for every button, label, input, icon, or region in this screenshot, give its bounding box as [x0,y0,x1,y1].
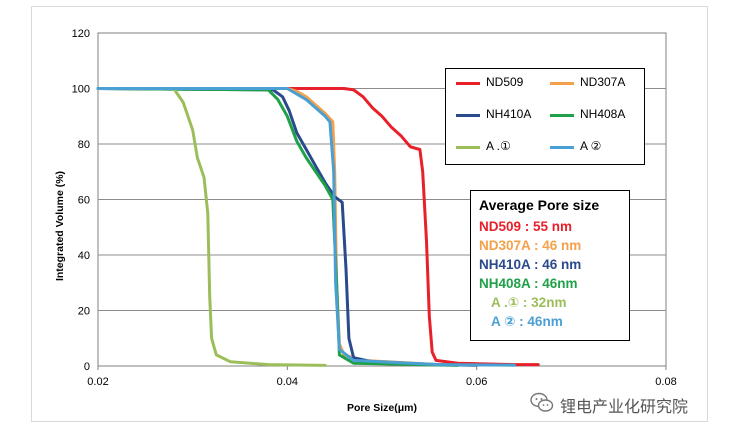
x-tick-label: 0.08 [655,376,676,388]
legend-label: NH408A [580,107,626,121]
y-tick-label: 40 [78,250,90,262]
legend-swatch [456,82,480,85]
watermark-text: 锂电产业化研究院 [560,399,689,416]
legend-swatch [550,82,574,85]
chart-frame [31,6,708,422]
series-lines [96,87,540,367]
pore-row-a2: A ② : 46nm [491,314,563,329]
y-tick-label: 80 [78,139,90,151]
y-axis-ticks: 0 20 40 60 80 100 120 [72,28,90,373]
legend-swatch [456,146,480,149]
legend-swatch [456,114,480,117]
x-axis-ticks: 0.02 0.04 0.06 0.08 [87,366,677,388]
legend-swatch [550,146,574,149]
series-line-a [96,87,516,367]
pore-box-title: Average Pore size [479,197,600,213]
legend-label: NH410A [486,107,532,121]
wechat-icon [530,392,554,412]
series-line-a [96,87,327,367]
pore-row-nh408a: NH408A : 46nm [479,276,578,291]
y-tick-label: 20 [78,306,90,318]
average-pore-size-box: Average Pore size ND509 : 55 nm ND307A :… [470,190,630,341]
pore-row-nd307a: ND307A : 46 nm [479,238,582,253]
legend-swatch [550,114,574,117]
pore-row-nh410a: NH410A : 46 nm [479,257,582,272]
y-tick-label: 120 [72,28,90,40]
series-line-nh408a [96,87,460,367]
pore-row-nd509: ND509 : 55 nm [479,219,573,234]
y-axis-label: Integrated Volume (%) [54,171,66,281]
x-tick-label: 0.04 [277,376,298,388]
legend-label: A .① [486,139,511,153]
pore-row-a1: A .① : 32nm [491,295,567,310]
series-line-nd509 [96,87,540,367]
legend-label: ND509 [486,75,524,89]
legend-label: ND307A [580,75,626,89]
legend-label: A ② [580,139,602,153]
y-tick-label: 60 [78,195,90,207]
x-axis-label: Pore Size(μm) [347,402,417,414]
x-tick-label: 0.02 [87,376,108,388]
legend: ND509 ND307A NH410A NH408A A .① A ② [445,68,645,165]
x-tick-label: 0.06 [466,376,487,388]
y-tick-label: 0 [84,361,90,373]
y-tick-label: 100 [72,84,90,96]
